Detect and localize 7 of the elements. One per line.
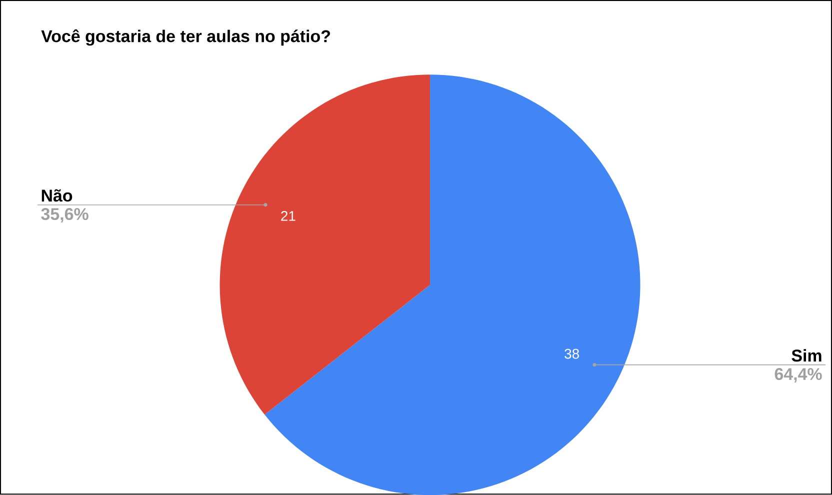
slice-label: Sim xyxy=(792,349,822,362)
slice-label: Não xyxy=(42,189,72,202)
chart-title: Você gostaria de ter aulas no pátio? xyxy=(41,29,330,46)
text: 64,4% xyxy=(774,368,822,382)
data-label: 38 xyxy=(564,348,579,359)
data-label: 21 xyxy=(281,210,296,221)
text: 35,6% xyxy=(41,208,88,222)
